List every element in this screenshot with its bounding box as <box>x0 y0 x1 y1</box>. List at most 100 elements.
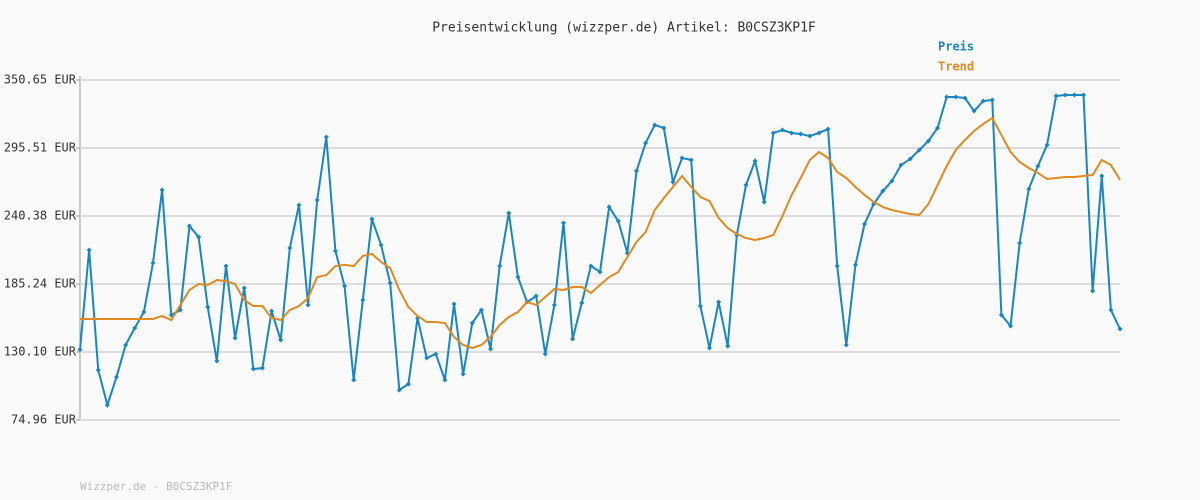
point <box>834 263 840 269</box>
point <box>497 263 503 269</box>
point <box>971 108 977 114</box>
point <box>1053 93 1059 99</box>
point <box>287 245 293 251</box>
point <box>460 371 466 377</box>
point <box>186 223 192 229</box>
point <box>925 138 931 144</box>
point <box>405 381 411 387</box>
point <box>843 342 849 348</box>
point <box>962 95 968 101</box>
point <box>150 260 156 266</box>
point <box>205 304 211 310</box>
point <box>269 308 275 314</box>
point <box>278 337 284 343</box>
point <box>1008 323 1014 329</box>
point <box>259 365 265 371</box>
point <box>916 147 922 153</box>
point <box>332 248 338 254</box>
point <box>725 343 731 349</box>
point <box>615 218 621 224</box>
point <box>95 367 101 373</box>
point <box>196 234 202 240</box>
point <box>123 342 129 348</box>
point <box>232 335 238 341</box>
point <box>1117 326 1123 332</box>
point <box>305 302 311 308</box>
point <box>661 125 667 131</box>
point <box>807 133 813 139</box>
point <box>551 302 557 308</box>
point <box>1035 163 1041 169</box>
point <box>561 220 567 226</box>
point <box>752 158 758 164</box>
point <box>706 345 712 351</box>
point <box>588 263 594 269</box>
point <box>424 355 430 361</box>
point <box>542 351 548 357</box>
point <box>980 98 986 104</box>
y-tick-label: 240.38 EUR <box>4 208 77 222</box>
point <box>1071 92 1077 98</box>
point <box>433 351 439 357</box>
point <box>716 299 722 305</box>
point <box>789 130 795 136</box>
point <box>159 187 165 193</box>
point <box>296 202 302 208</box>
point <box>469 320 475 326</box>
point <box>761 199 767 205</box>
point <box>1044 142 1050 148</box>
chart-title: Preisentwicklung (wizzper.de) Artikel: B… <box>432 21 816 36</box>
point <box>798 131 804 137</box>
point <box>533 293 539 299</box>
point <box>907 156 913 162</box>
point <box>369 216 375 222</box>
point <box>86 247 92 253</box>
point <box>670 179 676 185</box>
point <box>743 182 749 188</box>
point <box>141 309 147 315</box>
point <box>351 377 357 383</box>
legend-label: Preis <box>938 40 974 54</box>
point <box>825 126 831 132</box>
point <box>633 168 639 174</box>
point <box>935 125 941 131</box>
point <box>515 274 521 280</box>
point <box>697 303 703 309</box>
point <box>506 210 512 216</box>
point <box>1062 92 1068 98</box>
point <box>779 127 785 133</box>
point <box>989 97 995 103</box>
point <box>132 325 138 331</box>
legend-label: Trend <box>938 60 974 74</box>
y-tick-label: 350.65 EUR <box>4 73 77 87</box>
point <box>488 346 494 352</box>
point <box>478 307 484 313</box>
point <box>323 134 329 140</box>
y-tick-label: 295.51 EUR <box>4 141 77 155</box>
point <box>1026 186 1032 192</box>
point <box>606 204 612 210</box>
point <box>579 300 585 306</box>
y-tick-label: 74.96 EUR <box>11 413 77 427</box>
point <box>880 188 886 194</box>
point <box>944 94 950 100</box>
point <box>1090 288 1096 294</box>
point <box>378 242 384 248</box>
point <box>770 130 776 136</box>
point <box>1017 240 1023 246</box>
point <box>314 197 320 203</box>
point <box>998 312 1004 318</box>
y-tick-label: 185.24 EUR <box>4 276 77 290</box>
point <box>1108 307 1114 313</box>
point <box>250 366 256 372</box>
point <box>688 157 694 163</box>
point <box>679 155 685 161</box>
point <box>223 263 229 269</box>
point <box>451 301 457 307</box>
point <box>816 130 822 136</box>
point <box>387 280 393 286</box>
point <box>898 162 904 168</box>
point <box>862 221 868 227</box>
point <box>442 377 448 383</box>
